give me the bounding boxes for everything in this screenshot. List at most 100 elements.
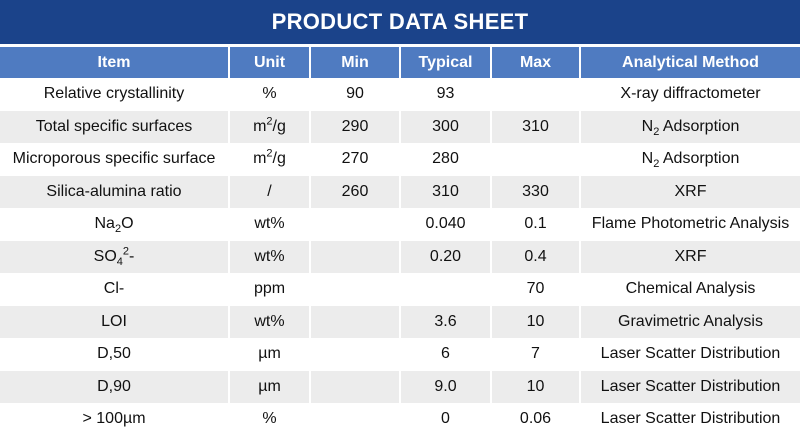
- column-header-method: Analytical Method: [579, 47, 800, 78]
- cell-method: N2 Adsorption: [579, 110, 800, 143]
- cell-min: 290: [309, 110, 400, 143]
- cell-text: 0.040: [425, 215, 466, 233]
- cell-text: ppm: [253, 280, 286, 298]
- cell-unit: µm: [228, 338, 310, 371]
- table-header-row: Item Unit Min Typical Max Analytical Method: [0, 47, 800, 78]
- cell-unit: wt%: [228, 305, 310, 338]
- cell-item: LOI: [0, 305, 229, 338]
- cell-text: 280: [432, 150, 459, 168]
- cell-text: Flame Photometric Analysis: [591, 215, 790, 233]
- cell-text: 260: [341, 182, 369, 200]
- cell-min: [309, 208, 400, 241]
- cell-text: /: [267, 182, 272, 200]
- cell-method: Laser Scatter Distribution: [579, 338, 800, 371]
- cell-text: Na: [94, 215, 115, 233]
- cell-typical: 300: [399, 110, 491, 143]
- cell-item: Cl-: [0, 273, 229, 306]
- column-header-typical: Typical: [399, 47, 491, 78]
- table-row: LOI wt% 3.6 10 Gravimetric Analysis: [0, 305, 800, 338]
- cell-min: 270: [309, 143, 400, 176]
- cell-min: [309, 403, 400, 436]
- cell-text: Adsorption: [659, 150, 740, 168]
- cell-unit: ppm: [228, 273, 310, 306]
- column-header-unit: Unit: [228, 47, 310, 78]
- cell-text: XRF: [674, 247, 707, 265]
- cell-text: D,90: [97, 377, 131, 395]
- cell-text: 6: [441, 345, 450, 363]
- product-data-table: Item Unit Min Typical Max Analytical Method R…: [0, 47, 800, 436]
- cell-typical: 6: [399, 338, 491, 371]
- cell-max: [490, 143, 580, 176]
- cell-text: XRF: [674, 182, 707, 200]
- cell-text: 2: [114, 223, 122, 236]
- cell-text: %: [262, 85, 277, 103]
- cell-unit: wt%: [228, 208, 310, 241]
- table-row: SO42- wt% 0.20 0.4 XRF: [0, 240, 800, 273]
- cell-min: [309, 273, 400, 306]
- cell-method: XRF: [579, 240, 800, 273]
- cell-method: Laser Scatter Distribution: [579, 403, 800, 436]
- cell-typical: 93: [399, 78, 491, 111]
- cell-text: Chemical Analysis: [625, 280, 756, 298]
- table-row: D,90 µm 9.0 10 Laser Scatter Distribution: [0, 370, 800, 403]
- cell-method: Laser Scatter Distribution: [579, 370, 800, 403]
- cell-text: Relative crystallinity: [43, 85, 185, 103]
- cell-text: Laser Scatter Distribution: [600, 345, 781, 363]
- cell-unit: µm: [228, 370, 310, 403]
- cell-method: XRF: [579, 175, 800, 208]
- cell-max: 10: [490, 305, 580, 338]
- cell-max: 0.1: [490, 208, 580, 241]
- cell-text: 2: [266, 147, 273, 160]
- cell-item: D,90: [0, 370, 229, 403]
- cell-text: Gravimetric Analysis: [618, 312, 763, 330]
- cell-text: 2: [122, 245, 130, 258]
- cell-text: 0: [441, 410, 450, 428]
- cell-method: X-ray diffractometer: [579, 78, 800, 111]
- cell-text: 10: [526, 377, 545, 395]
- cell-unit: wt%: [228, 240, 310, 273]
- page-title: PRODUCT DATA SHEET: [0, 0, 800, 47]
- cell-text: Laser Scatter Distribution: [600, 410, 781, 428]
- cell-item: Total specific surfaces: [0, 110, 229, 143]
- cell-max: 70: [490, 273, 580, 306]
- cell-text: 0.20: [429, 247, 462, 265]
- cell-text: O: [121, 215, 134, 233]
- cell-typical: [399, 273, 491, 306]
- cell-text: 90: [346, 85, 364, 103]
- table-row: Total specific surfaces m2/g 290 300 310 N2 A…: [0, 110, 800, 143]
- cell-text: 310: [522, 117, 549, 135]
- cell-text: SO: [93, 247, 117, 265]
- table-row: D,50 µm 6 7 Laser Scatter Distribution: [0, 338, 800, 371]
- cell-typical: 0.20: [399, 240, 491, 273]
- cell-item: D,50: [0, 338, 229, 371]
- cell-text: LOI: [101, 312, 127, 330]
- cell-text: m: [253, 150, 267, 168]
- cell-text: 7: [531, 345, 540, 363]
- cell-text: 0.06: [519, 410, 552, 428]
- cell-max: 310: [490, 110, 580, 143]
- column-header-max: Max: [490, 47, 580, 78]
- cell-min: [309, 338, 400, 371]
- column-header-item: Item: [0, 47, 229, 78]
- cell-item: Na2O: [0, 208, 229, 241]
- cell-min: 260: [309, 175, 400, 208]
- cell-text: µm: [258, 377, 281, 395]
- cell-text: Cl-: [103, 280, 125, 298]
- cell-text: -: [129, 247, 135, 265]
- cell-text: 10: [526, 312, 545, 330]
- cell-text: /g: [272, 117, 286, 135]
- table-row: Silica-alumina ratio / 260 310 330 XRF: [0, 175, 800, 208]
- cell-text: 9.0: [434, 377, 457, 395]
- cell-typical: 280: [399, 143, 491, 176]
- cell-text: N: [641, 117, 654, 135]
- cell-text: /g: [272, 150, 286, 168]
- cell-text: 310: [432, 182, 459, 200]
- cell-min: 90: [309, 78, 400, 111]
- cell-text: µm: [258, 345, 281, 363]
- cell-method: Gravimetric Analysis: [579, 305, 800, 338]
- cell-text: wt%: [254, 247, 285, 265]
- cell-text: X-ray diffractometer: [620, 85, 761, 103]
- cell-text: 2: [653, 125, 660, 138]
- cell-min: [309, 305, 400, 338]
- cell-method: N2 Adsorption: [579, 143, 800, 176]
